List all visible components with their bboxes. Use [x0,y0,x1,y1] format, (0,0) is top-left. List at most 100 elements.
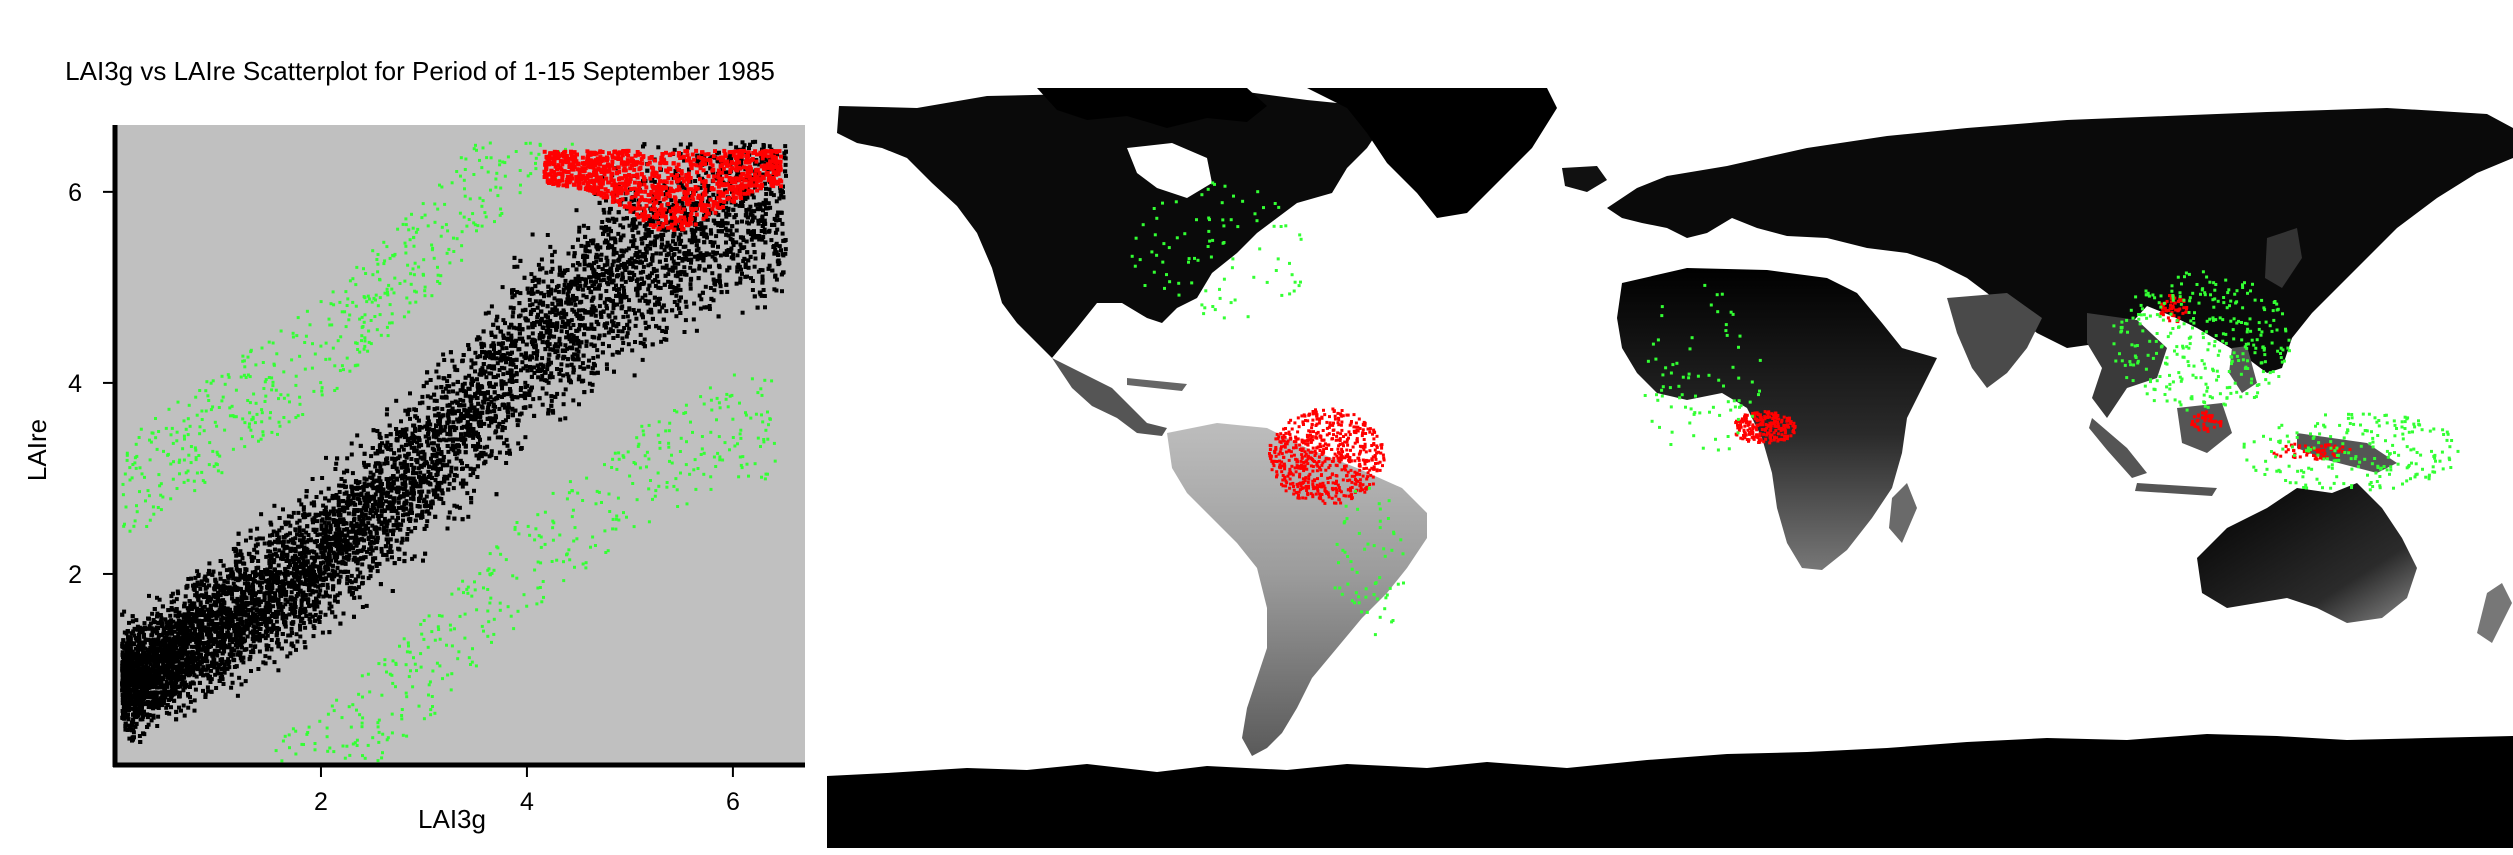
scatter-point-black [384,412,389,417]
scatter-point-black [664,263,669,268]
scatter-point-black [593,313,598,318]
scatter-point-black [286,514,291,519]
scatter-point-black [213,584,218,589]
scatter-point-black [602,333,607,338]
scatter-point-black [464,481,469,486]
scatter-point-black [194,674,199,679]
scatter-point-black [345,575,350,579]
scatter-point-black [703,268,708,273]
scatter-point-black [334,558,338,563]
scatter-point-black [188,628,193,633]
scatter-point-black [727,212,732,217]
scatter-point-black [273,547,277,552]
scatter-point-black [783,251,788,256]
scatter-point-black [235,617,240,622]
scatter-point-black [460,382,465,387]
scatter-point-black [435,406,440,411]
scatter-point-black [267,620,271,625]
scatter-point-black [550,253,555,258]
scatter-point-black [643,257,648,262]
scatter-point-black [387,500,392,505]
scatter-point-black [666,272,671,277]
scatter-point-black [724,232,729,237]
scatter-point-black [295,577,300,582]
scatter-point-black [566,322,571,327]
scatter-point-black [276,563,281,568]
scatter-point-black [598,278,603,283]
scatter-point-black [159,647,164,652]
scatter-point-black [408,476,413,481]
scatter-point-black [468,426,473,431]
scatter-point-black [309,603,314,608]
scatter-point-black [434,385,439,390]
scatter-point-black [327,601,332,606]
scatter-point-black [526,290,531,295]
scatter-point-black [365,504,370,509]
scatter-point-black [587,381,592,386]
scatter-point-black [725,289,730,294]
scatter-point-black [172,599,176,604]
scatter-point-black [186,609,191,614]
scatter-point-black [621,341,626,345]
scatter-point-black [762,230,767,235]
scatter-point-black [335,509,340,514]
scatter-point-black [557,265,562,270]
scatter-point-black [214,686,219,690]
scatter-point-black [237,625,242,630]
scatter-point-black [721,208,726,213]
scatter-point-black [614,283,618,288]
scatter-point-black [640,282,644,286]
scatter-point-black [371,472,376,477]
scatter-point-black [677,256,681,260]
scatter-point-black [741,238,746,242]
scatter-point-black [256,572,261,577]
scatter-point-black [396,506,401,510]
scatter-point-black [606,282,611,287]
scatter-point-black [231,576,236,581]
scatter-point-black [392,506,397,511]
scatter-point-black [276,668,281,673]
scatter-point-black [125,728,130,732]
scatter-point-black [396,456,401,461]
scatter-point-black [326,486,331,491]
scatter-point-black [147,593,151,598]
scatter-point-black [259,622,264,626]
scatter-point-black [461,436,466,440]
scatter-point-black [458,397,463,402]
scatter-point-black [693,235,698,240]
scatter-point-black [424,524,429,528]
scatter-point-black [429,441,434,446]
scatter-point-black [456,437,461,442]
scatter-point-black [323,505,328,510]
scatter-point-black [349,573,354,578]
scatter-point-black [316,594,321,599]
scatter-point-black [749,276,753,281]
scatter-point-black [614,250,619,255]
scatter-point-black [405,492,410,497]
scatter-point-black [578,284,583,288]
scatter-point-black [746,265,751,270]
scatter-point-black [276,611,281,616]
scatter-point-black [137,634,142,639]
scatter-point-black [672,224,677,229]
scatter-point-black [712,288,717,293]
scatter-point-black [737,203,742,208]
scatter-point-black [158,613,163,617]
scatter-point-black [563,343,568,348]
scatter-point-black [318,565,323,570]
scatter-point-black [669,219,674,224]
scatter-point-black [473,361,478,366]
scatter-point-black [400,505,405,510]
scatter-point-black [604,198,608,203]
scatter-point-black [270,586,275,591]
scatter-point-black [388,528,393,533]
scatter-point-black [267,561,272,566]
scatter-point-black [182,713,187,718]
scatter-point-black [186,613,191,618]
scatter-point-black [658,286,663,290]
scatter-point-black [469,365,474,370]
scatter-point-black [255,637,259,642]
scatter-point-black [643,246,648,251]
scatter-point-black [251,588,256,592]
scatter-point-black [262,541,267,546]
